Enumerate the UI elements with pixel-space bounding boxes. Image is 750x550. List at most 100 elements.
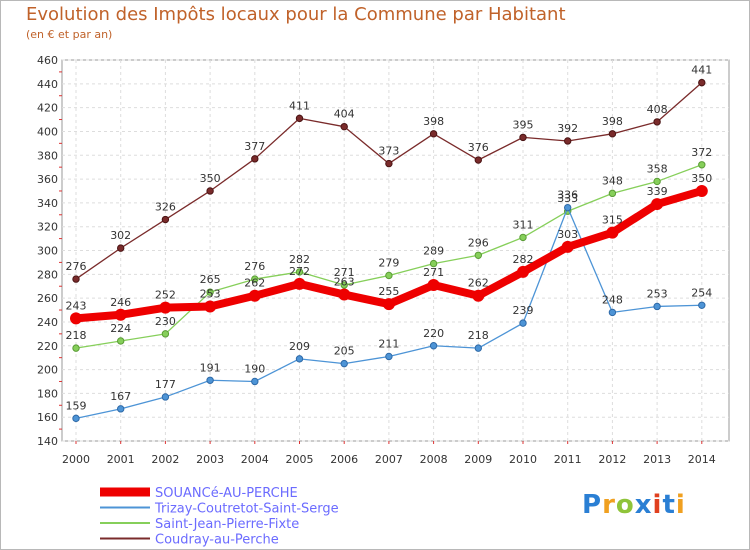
- data-point: [653, 118, 661, 126]
- series-4: 276 302 326 350 377 411 404 373 398 376 395 392 398 4…: [66, 64, 712, 283]
- data-point: [429, 130, 438, 138]
- data-label: 248: [602, 293, 623, 306]
- data-point: [72, 275, 80, 283]
- data-label: 243: [66, 299, 87, 312]
- data-label: 276: [244, 260, 265, 273]
- legend-label: Coudray-au-Perche: [155, 533, 279, 548]
- data-point: [653, 177, 661, 186]
- legend-item: Trizay-Coutretot-Saint-Serge: [100, 502, 339, 517]
- data-label: 254: [691, 286, 712, 299]
- legend-item: Saint-Jean-Pierre-Fixte: [100, 517, 299, 532]
- data-label: 255: [378, 285, 399, 298]
- data-point: [70, 312, 82, 325]
- data-point: [651, 198, 664, 211]
- x-tick-label: 2010: [509, 453, 537, 466]
- data-label: 276: [66, 260, 87, 273]
- data-point: [517, 265, 529, 278]
- x-tick-label: 2012: [598, 453, 626, 466]
- data-point: [382, 298, 395, 311]
- data-point: [72, 414, 80, 423]
- data-point: [698, 161, 706, 169]
- data-label: 350: [691, 172, 712, 185]
- data-point: [251, 155, 259, 163]
- x-tick-label: 2003: [196, 453, 224, 466]
- data-label: 350: [200, 172, 221, 185]
- data-label: 224: [110, 322, 131, 335]
- data-label: 159: [66, 399, 87, 412]
- data-label: 282: [513, 253, 534, 266]
- series-3: 218 224 230 265 276 282 271 279 289 296 311 333 348 3…: [66, 146, 712, 352]
- legend-label: SOUANCé-AU-PERCHE: [155, 486, 298, 501]
- data-label: 262: [468, 277, 489, 290]
- data-label: 218: [468, 329, 489, 342]
- data-label: 246: [110, 296, 131, 309]
- data-point: [251, 377, 259, 386]
- x-tick-label: 2002: [151, 453, 179, 466]
- y-tick-label: 440: [37, 78, 58, 91]
- data-point: [117, 405, 125, 413]
- data-label: 279: [378, 257, 399, 270]
- data-label: 373: [378, 145, 399, 158]
- data-label: 262: [244, 277, 265, 290]
- data-label: 376: [468, 141, 489, 154]
- data-point: [206, 376, 214, 384]
- data-label: 253: [200, 287, 221, 300]
- x-tick-label: 2009: [464, 453, 492, 466]
- data-label: 263: [334, 276, 355, 289]
- data-label: 302: [110, 229, 131, 242]
- data-label: 167: [110, 390, 131, 403]
- x-tick-label: 2014: [688, 453, 716, 466]
- legend-item: SOUANCé-AU-PERCHE: [100, 486, 298, 501]
- data-label: 209: [289, 340, 310, 353]
- data-label: 211: [378, 337, 399, 350]
- data-point: [564, 137, 572, 145]
- y-tick-label: 220: [37, 340, 58, 353]
- data-point: [161, 393, 170, 401]
- data-point: [385, 271, 393, 280]
- data-point: [653, 302, 661, 311]
- data-point: [293, 277, 306, 290]
- data-point: [117, 244, 125, 252]
- data-point: [698, 78, 706, 87]
- y-tick-label: 200: [37, 364, 58, 377]
- data-point: [114, 308, 127, 321]
- data-label: 315: [602, 214, 623, 227]
- data-label: 398: [423, 115, 444, 128]
- data-label: 271: [423, 266, 444, 279]
- data-label: 218: [66, 329, 87, 342]
- y-tick-label: 460: [37, 54, 58, 67]
- chart-subtitle: (en € et par an): [26, 28, 113, 41]
- x-tick-label: 2001: [107, 453, 135, 466]
- data-point: [519, 133, 527, 142]
- data-point: [429, 259, 438, 268]
- data-point: [340, 281, 348, 289]
- data-label: 177: [155, 378, 176, 391]
- data-point: [295, 355, 304, 363]
- data-label: 265: [200, 273, 221, 286]
- data-label: 348: [602, 174, 623, 187]
- data-point: [695, 184, 708, 197]
- data-point: [159, 301, 172, 314]
- data-point: [608, 308, 617, 317]
- data-point: [698, 301, 706, 309]
- y-tick-label: 400: [37, 125, 58, 138]
- x-tick-label: 2004: [241, 453, 269, 466]
- y-tick-label: 340: [37, 197, 58, 210]
- data-label: 220: [423, 327, 444, 340]
- data-label: 239: [513, 304, 534, 317]
- data-label: 191: [200, 361, 221, 374]
- y-tick-label: 160: [37, 411, 58, 424]
- data-label: 372: [691, 146, 712, 159]
- data-point: [474, 344, 482, 352]
- chart-title: Evolution des Impôts locaux pour la Comm…: [26, 4, 566, 25]
- data-point: [474, 251, 482, 259]
- data-point: [385, 159, 393, 168]
- data-point: [427, 279, 440, 292]
- legend-item: Coudray-au-Perche: [100, 533, 279, 548]
- data-point: [117, 337, 125, 345]
- y-tick-label: 240: [37, 316, 58, 329]
- data-point: [206, 187, 214, 195]
- data-label: 253: [647, 287, 668, 300]
- y-tick-label: 180: [37, 387, 58, 400]
- data-point: [561, 240, 574, 253]
